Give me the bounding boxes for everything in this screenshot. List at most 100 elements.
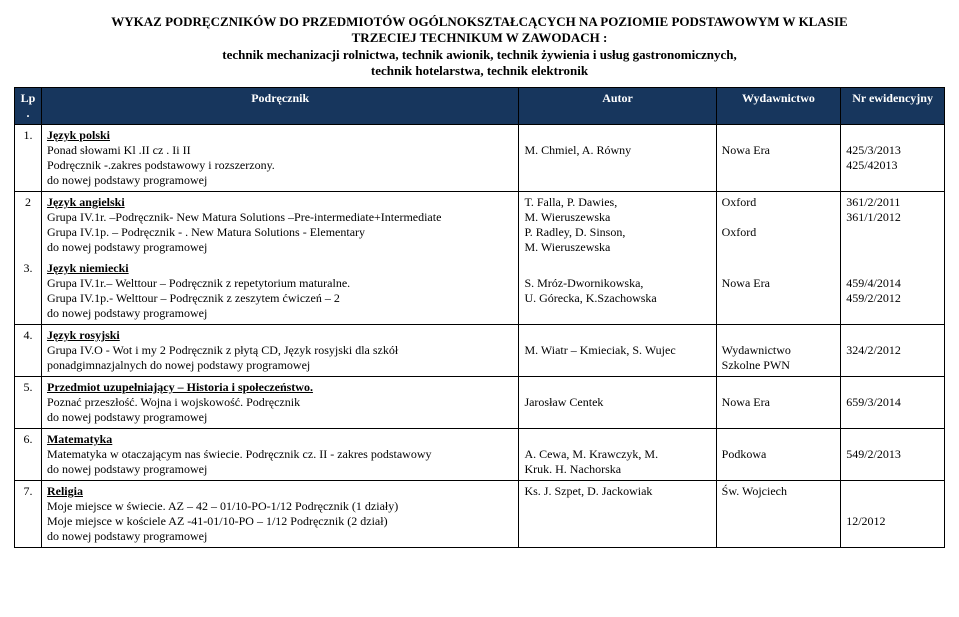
cell-nr: 361/2/2011 361/1/2012: [841, 192, 945, 259]
nr: 425/3/2013: [846, 143, 901, 157]
line: Moje miejsce w kościele AZ -41-01/10-PO …: [47, 514, 388, 528]
author: Kruk. H. Nachorska: [524, 462, 621, 476]
publisher: Podkowa: [722, 447, 767, 461]
author: M. Wiatr – Kmieciak, S. Wujec: [524, 343, 675, 357]
line: Grupa IV.1p.- Welttour – Podręcznik z ze…: [47, 291, 340, 305]
cell-nr: 549/2/2013: [841, 429, 945, 481]
th-nr: Nr ewidencyjny: [841, 88, 945, 125]
nr: 361/2/2011: [846, 195, 900, 209]
subject-title: Religia: [47, 484, 83, 498]
cell-lp: 4.: [15, 325, 42, 377]
cell-wyd: Oxford Oxford: [716, 192, 841, 259]
author: T. Falla, P. Dawies,: [524, 195, 617, 209]
cell-wyd: Wydawnictwo Szkolne PWN: [716, 325, 841, 377]
cell-wyd: Podkowa: [716, 429, 841, 481]
subject-title: Język niemiecki: [47, 261, 129, 275]
line: do nowej podstawy programowej: [47, 173, 207, 187]
cell-lp: 6.: [15, 429, 42, 481]
nr: 459/2/2012: [846, 291, 901, 305]
cell-nr: 459/4/2014 459/2/2012: [841, 258, 945, 325]
textbook-table: Lp. Podręcznik Autor Wydawnictwo Nr ewid…: [14, 87, 945, 548]
cell-lp: 5.: [15, 377, 42, 429]
cell-nr: 425/3/2013 425/42013: [841, 125, 945, 192]
subject-title: Matematyka: [47, 432, 112, 446]
line: Grupa IV.1r.– Welttour – Podręcznik z re…: [47, 276, 350, 290]
author: P. Radley, D. Sinson,: [524, 225, 625, 239]
header-line-2: TRZECIEJ TECHNIKUM W ZAWODACH :: [352, 30, 608, 45]
cell-autor: Ks. J. Szpet, D. Jackowiak: [519, 481, 716, 548]
th-podrecznik: Podręcznik: [41, 88, 518, 125]
line: do nowej podstawy programowej: [47, 462, 207, 476]
publisher: Nowa Era: [722, 143, 770, 157]
line: Grupa IV.1r. –: [47, 210, 115, 224]
header-line-1: WYKAZ PODRĘCZNIKÓW DO PRZEDMIOTÓW OGÓLNO…: [111, 14, 847, 29]
author: M. Chmiel, A. Równy: [524, 143, 631, 157]
cell-autor: M. Wiatr – Kmieciak, S. Wujec: [519, 325, 716, 377]
cell-wyd: Św. Wojciech: [716, 481, 841, 548]
cell-autor: Jarosław Centek: [519, 377, 716, 429]
line: Grupa IV.O - Wot i my 2 Podręcznik z pły…: [47, 343, 398, 357]
publisher: Szkolne PWN: [722, 358, 790, 372]
cell-podrecznik: Język angielski Grupa IV.1r. –Podręcznik…: [41, 192, 518, 259]
table-row: 1. Język polski Ponad słowami Kl .II cz …: [15, 125, 945, 192]
line: Matematyka w otaczającym nas świecie. Po…: [47, 447, 432, 461]
cell-autor: M. Chmiel, A. Równy: [519, 125, 716, 192]
line: do nowej podstawy programowej: [47, 410, 207, 424]
cell-lp: 1.: [15, 125, 42, 192]
cell-podrecznik: Język niemiecki Grupa IV.1r.– Welttour –…: [41, 258, 518, 325]
nr: 324/2/2012: [846, 343, 901, 357]
table-header-row: Lp. Podręcznik Autor Wydawnictwo Nr ewid…: [15, 88, 945, 125]
line: Podręcznik - . New Matura Solutions - El…: [121, 225, 365, 239]
cell-wyd: Nowa Era: [716, 125, 841, 192]
line: Moje miejsce w świecie. AZ – 42 – 01/10-…: [47, 499, 398, 513]
cell-podrecznik: Przedmiot uzupełniający – Historia i spo…: [41, 377, 518, 429]
publisher: Oxford: [722, 195, 757, 209]
line: Podręcznik -.zakres podstawowy i rozszer…: [47, 158, 275, 172]
line: Podręcznik- New Matura Solutions –Pre-in…: [115, 210, 441, 224]
publisher: Oxford: [722, 225, 757, 239]
nr: 549/2/2013: [846, 447, 901, 461]
cell-nr: 659/3/2014: [841, 377, 945, 429]
cell-podrecznik: Matematyka Matematyka w otaczającym nas …: [41, 429, 518, 481]
th-autor: Autor: [519, 88, 716, 125]
line: do nowej podstawy programowej: [47, 240, 207, 254]
author: S. Mróz-Dwornikowska,: [524, 276, 643, 290]
author: Ks. J. Szpet, D. Jackowiak: [524, 484, 652, 498]
publisher: Wydawnictwo: [722, 343, 791, 357]
table-row: 3. Język niemiecki Grupa IV.1r.– Welttou…: [15, 258, 945, 325]
nr: 659/3/2014: [846, 395, 901, 409]
cell-autor: S. Mróz-Dwornikowska, U. Górecka, K.Szac…: [519, 258, 716, 325]
line: Grupa IV.1p. –: [47, 225, 121, 239]
author: Jarosław Centek: [524, 395, 603, 409]
cell-podrecznik: Język polski Ponad słowami Kl .II cz . I…: [41, 125, 518, 192]
subject-title: Przedmiot uzupełniający – Historia i spo…: [47, 380, 313, 394]
th-lp: Lp.: [15, 88, 42, 125]
cell-wyd: Nowa Era: [716, 377, 841, 429]
author: M. Wieruszewska: [524, 210, 610, 224]
table-row: 4. Język rosyjski Grupa IV.O - Wot i my …: [15, 325, 945, 377]
author: U. Górecka, K.Szachowska: [524, 291, 656, 305]
publisher: Nowa Era: [722, 395, 770, 409]
nr: 459/4/2014: [846, 276, 901, 290]
table-row: 6. Matematyka Matematyka w otaczającym n…: [15, 429, 945, 481]
cell-autor: T. Falla, P. Dawies, M. Wieruszewska P. …: [519, 192, 716, 259]
line: ponadgimnazjalnych do nowej podstawy pro…: [47, 358, 310, 372]
table-row: 5. Przedmiot uzupełniający – Historia i …: [15, 377, 945, 429]
nr: 12/2012: [846, 514, 885, 528]
subject-title: Język angielski: [47, 195, 125, 209]
cell-wyd: Nowa Era: [716, 258, 841, 325]
nr: 361/1/2012: [846, 210, 901, 224]
header-line-3: technik mechanizacji rolnictwa, technik …: [222, 47, 736, 62]
page-header: WYKAZ PODRĘCZNIKÓW DO PRZEDMIOTÓW OGÓLNO…: [14, 14, 945, 79]
cell-nr: 324/2/2012: [841, 325, 945, 377]
line: Ponad słowami Kl .II cz . Ii II: [47, 143, 191, 157]
th-wyd: Wydawnictwo: [716, 88, 841, 125]
table-row: 2 Język angielski Grupa IV.1r. –Podręczn…: [15, 192, 945, 259]
header-line-4: technik hotelarstwa, technik elektronik: [371, 63, 588, 78]
line: do nowej podstawy programowej: [47, 306, 207, 320]
cell-autor: A. Cewa, M. Krawczyk, M. Kruk. H. Nachor…: [519, 429, 716, 481]
nr: 425/42013: [846, 158, 897, 172]
author: A. Cewa, M. Krawczyk, M.: [524, 447, 658, 461]
cell-nr: 12/2012: [841, 481, 945, 548]
cell-lp: 2: [15, 192, 42, 259]
